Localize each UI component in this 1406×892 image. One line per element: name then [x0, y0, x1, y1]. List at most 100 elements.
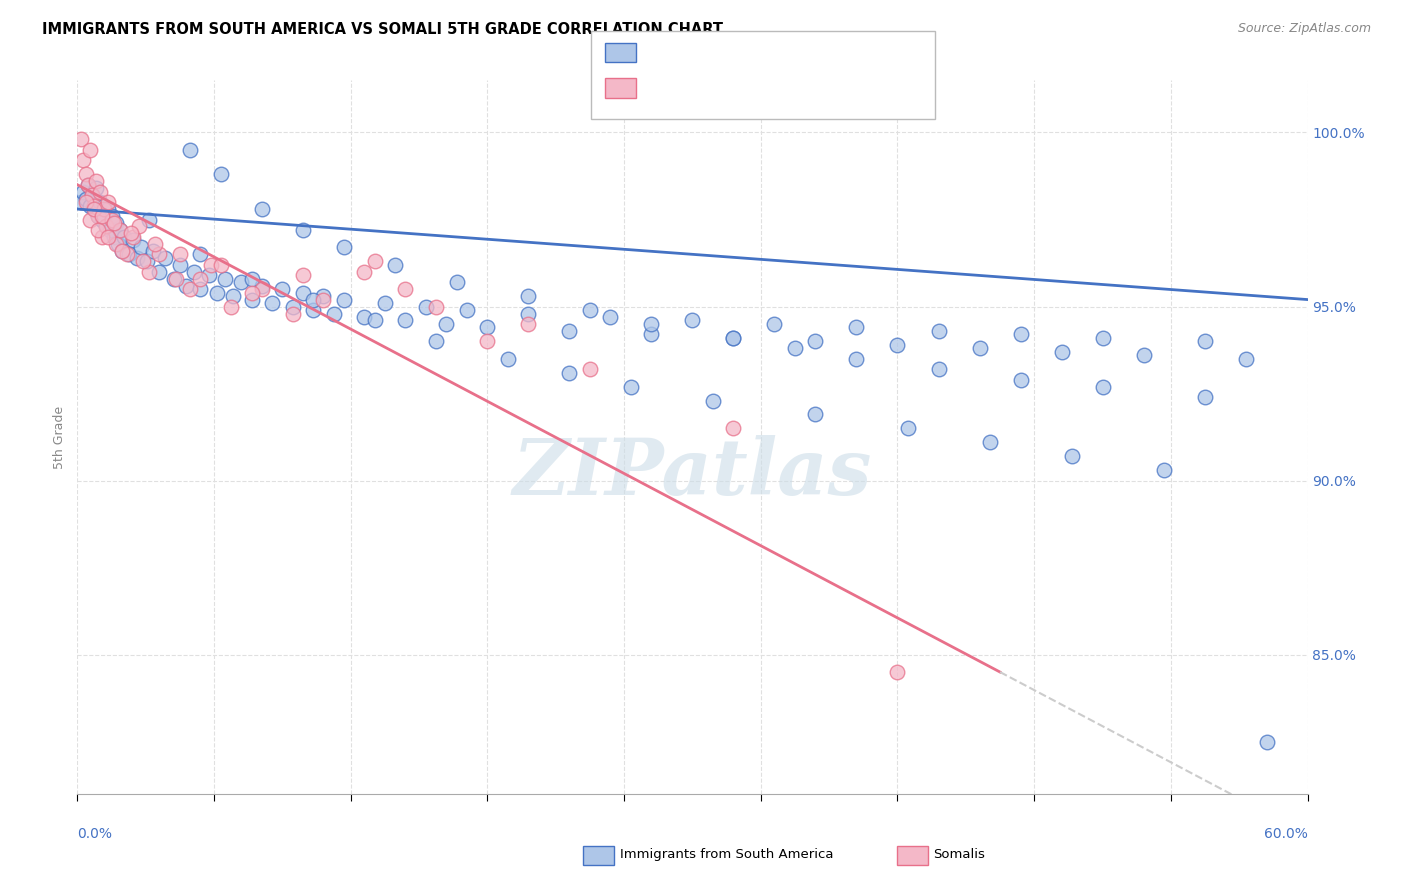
Point — [111, 244, 134, 258]
Point — [291, 223, 314, 237]
Point — [640, 317, 662, 331]
Point — [121, 234, 143, 248]
Point — [384, 258, 406, 272]
Point — [804, 334, 827, 349]
Y-axis label: 5th Grade: 5th Grade — [53, 406, 66, 468]
Point — [87, 223, 110, 237]
Point — [103, 230, 125, 244]
Text: 54: 54 — [820, 81, 841, 95]
Point — [97, 230, 120, 244]
Point — [281, 300, 304, 314]
Point — [250, 202, 273, 216]
Point — [76, 178, 98, 192]
Point — [188, 271, 212, 285]
Point — [240, 285, 263, 300]
Point — [101, 212, 124, 227]
Point — [333, 293, 356, 307]
Point — [79, 198, 101, 212]
Point — [322, 306, 344, 320]
Point — [75, 167, 97, 181]
Point — [353, 265, 375, 279]
Point — [209, 258, 232, 272]
Point — [75, 195, 97, 210]
Point — [477, 334, 499, 349]
Point — [75, 192, 97, 206]
Point — [682, 313, 704, 327]
Point — [1050, 344, 1073, 359]
Point — [558, 324, 581, 338]
Point — [110, 223, 132, 237]
Point — [496, 351, 519, 366]
Point — [98, 223, 121, 237]
Point — [291, 285, 314, 300]
Point — [79, 143, 101, 157]
Point — [80, 188, 103, 202]
Point — [723, 331, 745, 345]
Point — [517, 317, 540, 331]
Point — [105, 216, 128, 230]
Text: 108: 108 — [820, 45, 852, 60]
Point — [188, 282, 212, 296]
Text: 0.0%: 0.0% — [77, 827, 112, 841]
Point — [763, 317, 786, 331]
Point — [271, 282, 294, 296]
Point — [90, 209, 114, 223]
Point — [89, 195, 111, 210]
Point — [142, 244, 165, 258]
Point — [70, 195, 93, 210]
Point — [353, 310, 375, 324]
Text: ZIPatlas: ZIPatlas — [513, 434, 872, 511]
Point — [620, 379, 643, 393]
Point — [517, 306, 540, 320]
Point — [579, 303, 602, 318]
Point — [169, 258, 191, 272]
Point — [446, 275, 468, 289]
Text: -0.746: -0.746 — [693, 81, 748, 95]
Point — [374, 296, 396, 310]
Point — [87, 209, 110, 223]
Point — [128, 219, 150, 234]
Point — [1091, 379, 1114, 393]
Point — [197, 268, 219, 283]
Point — [121, 230, 143, 244]
Point — [302, 293, 325, 307]
Point — [579, 362, 602, 376]
Point — [83, 202, 105, 216]
Text: R =: R = — [647, 45, 681, 60]
Point — [456, 303, 478, 318]
Point — [291, 268, 314, 283]
Point — [281, 306, 304, 320]
Point — [111, 244, 134, 258]
Point — [138, 212, 160, 227]
Point — [93, 202, 115, 216]
Point — [599, 310, 621, 324]
Point — [250, 282, 273, 296]
Point — [804, 408, 827, 422]
Point — [205, 285, 228, 300]
Text: N =: N = — [770, 81, 804, 95]
Point — [640, 327, 662, 342]
Point — [97, 195, 120, 210]
Point — [94, 219, 117, 234]
Point — [1060, 449, 1083, 463]
Point — [363, 254, 385, 268]
Point — [83, 202, 105, 216]
Point — [83, 198, 105, 212]
Point — [477, 320, 499, 334]
Text: Somalis: Somalis — [934, 848, 986, 861]
Point — [702, 393, 724, 408]
Point — [70, 132, 93, 146]
Point — [143, 236, 166, 251]
Point — [1194, 334, 1216, 349]
Text: N =: N = — [770, 45, 804, 60]
Point — [188, 247, 212, 261]
Point — [231, 275, 253, 289]
Point — [723, 421, 745, 435]
Point — [240, 271, 263, 285]
Point — [163, 271, 186, 285]
Point — [72, 185, 94, 199]
Point — [90, 212, 114, 227]
Point — [76, 178, 98, 192]
Point — [558, 366, 581, 380]
Text: R =: R = — [647, 81, 681, 95]
